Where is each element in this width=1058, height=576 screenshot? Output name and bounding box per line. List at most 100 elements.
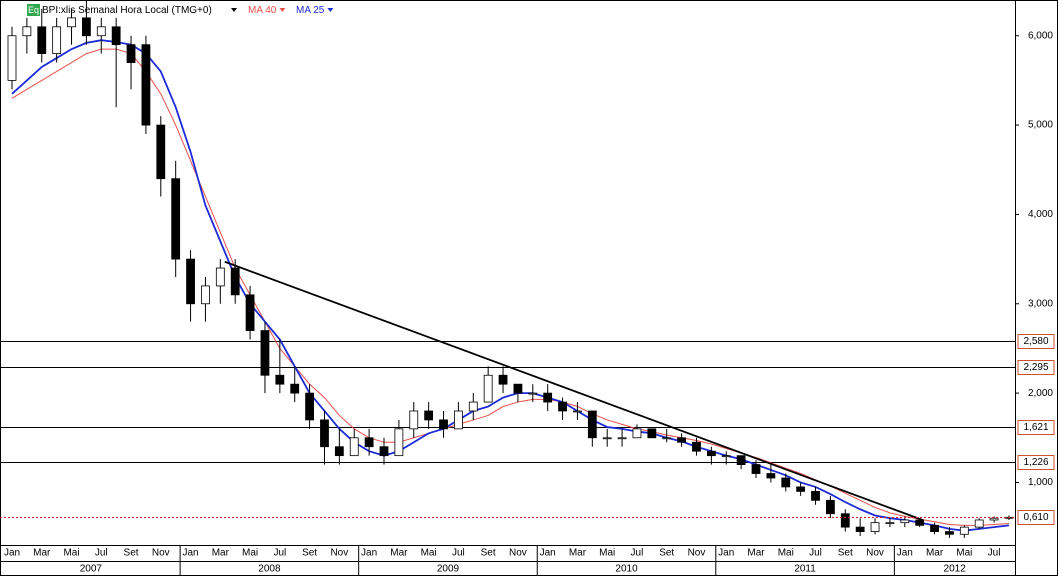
x-tick-label: Mai: [599, 548, 615, 559]
candle-body: [498, 374, 508, 385]
menu-arrow[interactable]: [231, 8, 237, 12]
y-tick-label: 3,000: [1028, 298, 1053, 309]
ma-line: [11, 48, 1009, 526]
candle-body: [900, 519, 910, 524]
candle-body: [647, 428, 657, 439]
x-tick-label: Nov: [509, 548, 527, 559]
candle-body: [111, 26, 121, 46]
y-tick-label: 6,000: [1028, 30, 1053, 41]
candle-body: [989, 517, 999, 521]
x-tick-label: Set: [302, 548, 317, 559]
candle-body: [543, 392, 553, 403]
x-tick-label: Nov: [330, 548, 348, 559]
candle-body: [186, 258, 195, 305]
candle-body: [409, 410, 419, 430]
candle-body: [260, 330, 270, 376]
candle-body: [394, 428, 404, 457]
y-tick-label: 5,000: [1028, 120, 1053, 131]
level-tag: [1017, 455, 1055, 470]
candle-body: [974, 519, 984, 528]
badge-text: Eq: [28, 5, 39, 15]
candle-body: [171, 178, 181, 260]
legend-arrow: [279, 8, 286, 12]
x-tick-label: Nov: [152, 548, 170, 559]
candle-body: [587, 410, 597, 439]
candle-body: [692, 441, 701, 452]
last-price-tag: [1017, 510, 1055, 525]
legend-label[interactable]: MA 25: [296, 5, 325, 16]
legend-arrow: [327, 8, 334, 12]
candle-body: [156, 124, 166, 180]
candle-body: [796, 486, 806, 492]
x-tick-label: Jan: [718, 548, 734, 559]
year-label: 2009: [437, 564, 460, 575]
candle-body: [96, 26, 106, 37]
x-tick-label: Jul: [809, 548, 822, 559]
candle-body: [930, 524, 939, 532]
candle-body: [22, 26, 32, 37]
year-label: 2008: [258, 564, 281, 575]
ma-line: [11, 39, 1010, 532]
candle-body: [573, 410, 582, 413]
candle-body: [141, 44, 151, 126]
candle-body: [632, 428, 642, 439]
candle-body: [677, 437, 686, 443]
candle-body: [379, 446, 389, 457]
x-tick-label: Jan: [361, 548, 377, 559]
last-price-label: 0,610: [1023, 512, 1048, 523]
x-tick-label: Jul: [631, 548, 644, 559]
candle-body: [945, 531, 954, 535]
level-label: 1,226: [1023, 457, 1048, 468]
x-tick-label: Jan: [182, 548, 198, 559]
candle-body: [662, 437, 672, 440]
candle-body: [468, 401, 478, 412]
x-tick-label: Jan: [4, 548, 20, 559]
y-tick-label: 2,000: [1028, 388, 1053, 399]
candle-body: [959, 526, 969, 535]
candle-body: [453, 410, 463, 430]
candle-body: [602, 437, 612, 440]
candle-body: [364, 437, 374, 448]
candle-body: [201, 285, 210, 305]
candle-body: [126, 44, 136, 63]
legend-label[interactable]: MA 40: [248, 5, 277, 16]
year-label: 2007: [80, 564, 103, 575]
x-tick-label: Jul: [273, 548, 286, 559]
x-tick-label: Jan: [540, 548, 556, 559]
x-tick-label: Nov: [688, 548, 706, 559]
x-tick-label: Mar: [747, 548, 765, 559]
x-tick-label: Mai: [63, 548, 79, 559]
x-tick-label: Set: [659, 548, 674, 559]
level-label: 2,295: [1023, 362, 1048, 373]
x-tick-label: Mar: [569, 548, 587, 559]
x-tick-label: Mar: [212, 548, 230, 559]
candle-body: [334, 446, 344, 457]
chart-title: BPI:xlis Semanal Hora Local (TMG+0): [42, 5, 212, 16]
candle-body: [82, 17, 91, 37]
x-tick-label: Set: [124, 548, 139, 559]
candle-body: [439, 419, 448, 430]
x-tick-label: Mar: [33, 548, 51, 559]
candle-body: [870, 522, 880, 532]
candle-body: [37, 26, 47, 55]
candle-body: [721, 455, 731, 458]
x-tick-label: Mai: [778, 548, 794, 559]
candle-body: [751, 464, 761, 474]
candle-body: [52, 26, 62, 55]
x-tick-label: Mar: [926, 548, 944, 559]
level-label: 2,580: [1023, 336, 1048, 347]
candle-body: [245, 294, 255, 331]
trend-line: [224, 260, 923, 521]
x-tick-label: Set: [838, 548, 853, 559]
candle-body: [349, 437, 359, 457]
candle-body: [781, 477, 791, 488]
candle-body: [736, 455, 746, 465]
x-tick-label: Jul: [95, 548, 108, 559]
candle-body: [513, 383, 523, 394]
candle-body: [766, 473, 776, 479]
x-tick-label: Jul: [452, 548, 465, 559]
candle-body: [855, 526, 865, 532]
candle-body: [290, 383, 300, 394]
